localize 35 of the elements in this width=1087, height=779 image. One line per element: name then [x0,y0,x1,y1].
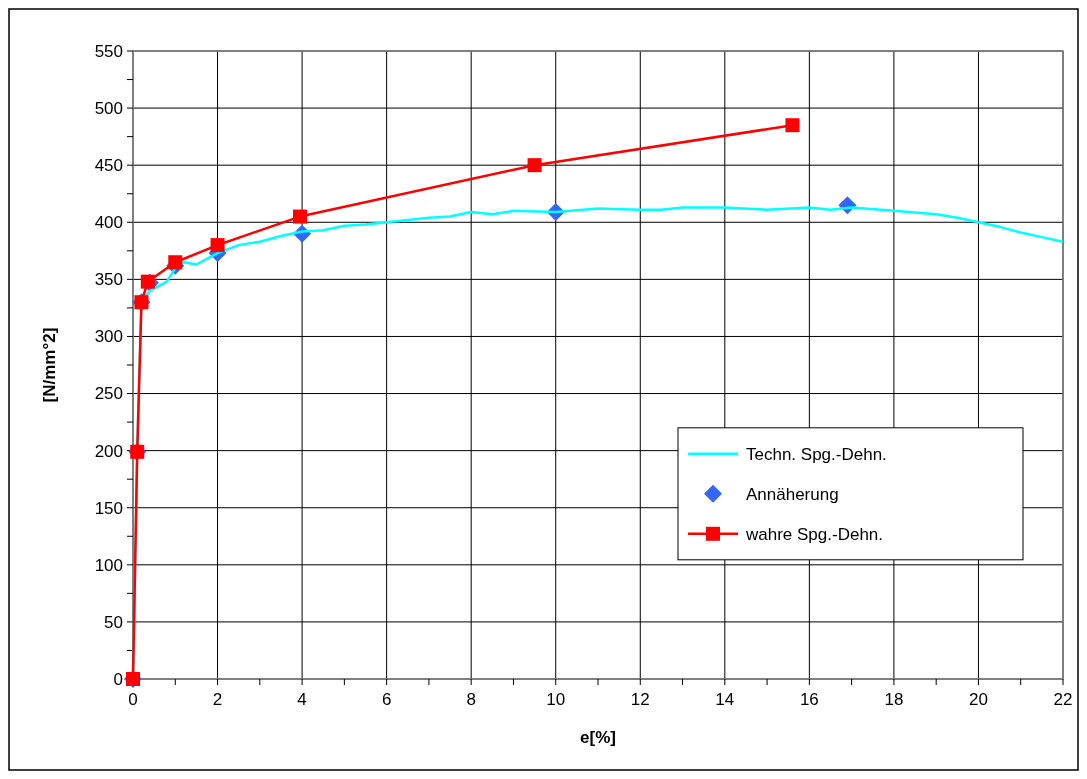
x-axis-title: e[%] [580,728,616,747]
x-tick-label: 4 [297,690,307,709]
x-tick-label: 18 [884,690,904,709]
y-tick-label: 150 [94,498,123,518]
y-tick-label: 450 [94,156,123,176]
x-tick-label: 8 [466,690,476,709]
y-tick-label: 400 [94,213,123,233]
y-tick-label: 550 [94,41,123,61]
x-tick-label: 14 [715,690,735,709]
x-tick-label: 22 [1053,690,1073,709]
legend-label: wahre Spg.-Dehn. [745,524,884,544]
y-tick-label: 300 [94,327,123,347]
x-tick-label: 20 [968,690,988,709]
y-tick-label: 200 [94,441,123,461]
y-axis-title: [N/mm°2] [40,327,59,403]
x-tick-label: 6 [381,690,392,709]
x-tick-label: 2 [212,690,223,709]
y-tick-label: 0 [113,669,123,689]
legend-label: Techn. Spg.-Dehn. [746,444,887,464]
point [292,209,307,224]
point [210,238,225,253]
x-tick-label: 16 [799,690,819,709]
y-tick-label: 350 [94,270,123,290]
y-tick-label: 100 [94,555,123,575]
point [785,118,800,133]
y-tick-label: 500 [94,99,123,119]
legend-label: Annäherung [746,484,839,504]
x-tick-label: 12 [630,690,650,709]
point [140,274,155,289]
point [527,158,542,173]
x-tick-label: 0 [128,690,138,709]
y-tick-label: 50 [104,612,123,632]
point [168,255,183,270]
y-tick-label: 250 [94,384,123,404]
x-tick-label: 10 [546,690,566,709]
